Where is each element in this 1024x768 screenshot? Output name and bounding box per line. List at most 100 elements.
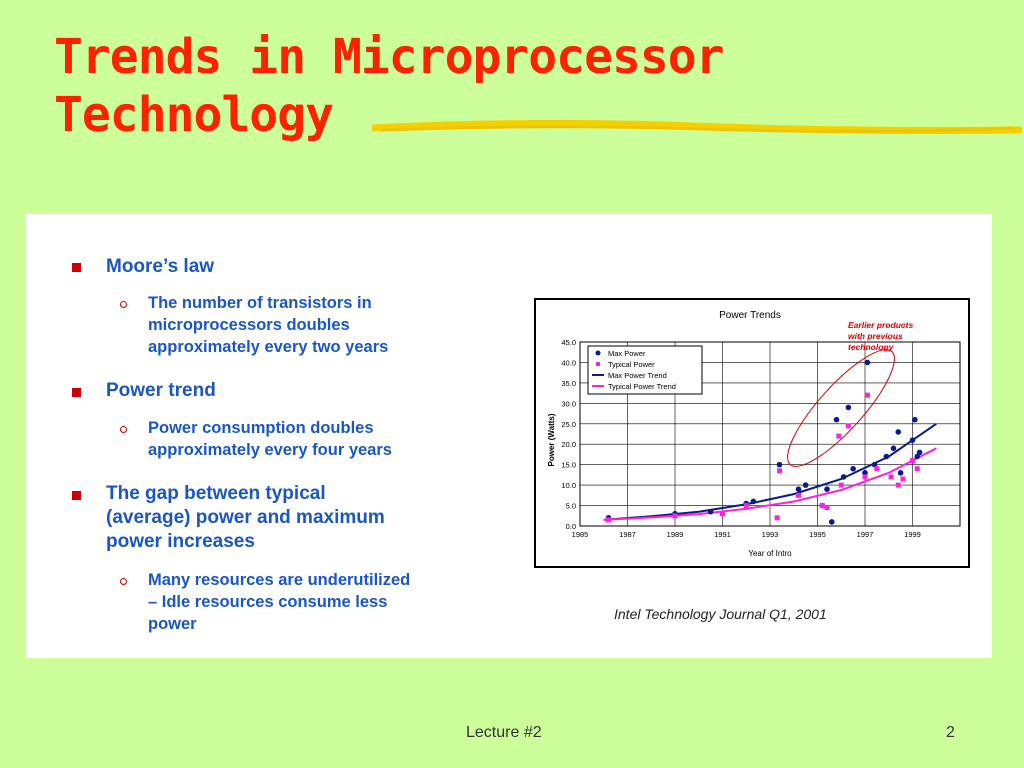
max-power-point [795,486,802,492]
page-number: 2 [946,724,955,741]
max-power-trend-line [603,422,937,521]
annotation-line: Earlier products [848,320,913,330]
max-power-point [883,453,890,460]
bullet-moores-law: Moore’s law [106,256,215,277]
y-tick-label: 25.0 [561,420,576,429]
earlier-products-ellipse [787,349,895,467]
max-power-point [890,445,897,452]
x-tick-label: 1999 [904,530,921,539]
sub-line: microprocessors doubles [148,316,350,334]
y-tick-label: 15.0 [561,461,576,470]
max-power-point [871,461,878,468]
bullet-marker [72,491,81,500]
y-axis-label: Power (Watts) [547,413,556,466]
typical-power-point [864,392,870,398]
max-power-point [776,461,783,468]
max-power-point [916,449,923,456]
typical-power-point [672,513,678,519]
chart-source-caption: Intel Technology Journal Q1, 2001 [614,606,827,622]
y-tick-label: 5.0 [566,502,576,511]
legend-swatch [596,362,600,366]
legend-swatch [595,350,601,356]
typical-power-point [796,492,801,498]
x-tick-label: 1993 [762,530,779,539]
annotation-line: with previous [848,331,903,341]
typical-power-point [720,511,725,517]
typical-power-point [895,482,901,488]
y-tick-label: 10.0 [561,481,576,490]
bullet-line: (average) power and maximum [106,507,385,528]
sub-bullet-moores-law: The number of transistors in microproces… [148,292,388,358]
bullet-line: power increases [106,531,255,552]
x-tick-label: 1995 [809,530,826,539]
typical-power-point [819,503,825,509]
sub-line: approximately every four years [148,441,392,459]
typical-power-point [606,517,611,523]
typical-power-point [836,433,842,439]
sub-line: Power consumption doubles [148,419,374,437]
max-power-point [824,486,830,492]
typical-power-point [888,474,894,480]
max-power-point [840,474,847,480]
legend-label: Max Power Trend [608,371,667,380]
typical-power-point [845,423,851,429]
typical-power-point [914,466,920,472]
sub-bullet-power-trend: Power consumption doubles approximately … [148,417,392,461]
bullet-power-trend: Power trend [106,380,216,401]
title-line-2: Technology [54,87,334,143]
max-power-point [828,519,835,525]
max-power-point [750,498,757,505]
max-power-point [845,404,852,411]
y-tick-label: 45.0 [561,338,576,347]
y-tick-label: 40.0 [561,358,576,367]
sub-line: approximately every two years [148,338,389,356]
x-tick-label: 1989 [667,530,684,539]
typical-power-point [862,474,868,480]
footer-lecture-label: Lecture #2 [466,724,542,741]
max-power-point [895,429,902,435]
legend-box [587,345,703,395]
chart-svg: Power Trends 45.0 40.0 35.0 30.0 25.0 20.0 15.… [547,310,961,558]
x-axis-label: Year of Intro [748,549,792,558]
y-tick-label: 35.0 [561,379,576,388]
bullet-power-gap: The gap between typical (average) power … [106,482,385,554]
sub-line: power [148,615,197,633]
max-power-point [912,416,918,423]
typical-power-point [910,458,915,464]
x-tick-label: 1991 [714,530,731,539]
max-power-point [862,470,868,476]
slide-title: Trends in Microprocessor Technology [54,28,954,144]
bullet-line: The gap between typical [106,483,326,504]
legend-label: Typical Power [608,360,655,369]
title-accent-rule [372,119,1022,134]
max-power-point [707,508,714,515]
legend-label: Typical Power Trend [608,382,676,391]
sub-bullet-marker [120,426,127,433]
typical-power-trend-line [603,447,937,521]
max-power-point [909,437,916,443]
sub-bullet-marker [120,301,127,308]
y-tick-label: 0.0 [566,522,576,531]
trend-lines [603,422,937,521]
max-power-point [864,359,871,366]
annotation-line: technology [848,342,895,352]
title-line-1: Trends in Microprocessor [54,29,725,85]
max-power-point [914,453,921,460]
x-tick-label: 1985 [572,530,589,539]
max-power-point [850,465,856,472]
typical-power-point [774,515,780,521]
chart-title: Power Trends [719,310,781,321]
annotation-earlier-products: Earlier products with previous technology [848,320,913,352]
typical-power-point [838,482,844,488]
max-power-point [833,416,840,423]
x-tick-label: 1997 [857,530,874,539]
bullet-marker [72,263,81,272]
sub-bullet-underutilized: Many resources are underutilized – Idle … [148,569,410,635]
max-power-point [802,482,809,488]
legend: Max Power Typical Power Max Power Trend Typ… [587,345,703,395]
sub-line: The number of transistors in [148,294,372,312]
bullet-marker [72,388,81,397]
y-tick-label: 20.0 [561,440,576,449]
typical-power-point [777,468,782,474]
